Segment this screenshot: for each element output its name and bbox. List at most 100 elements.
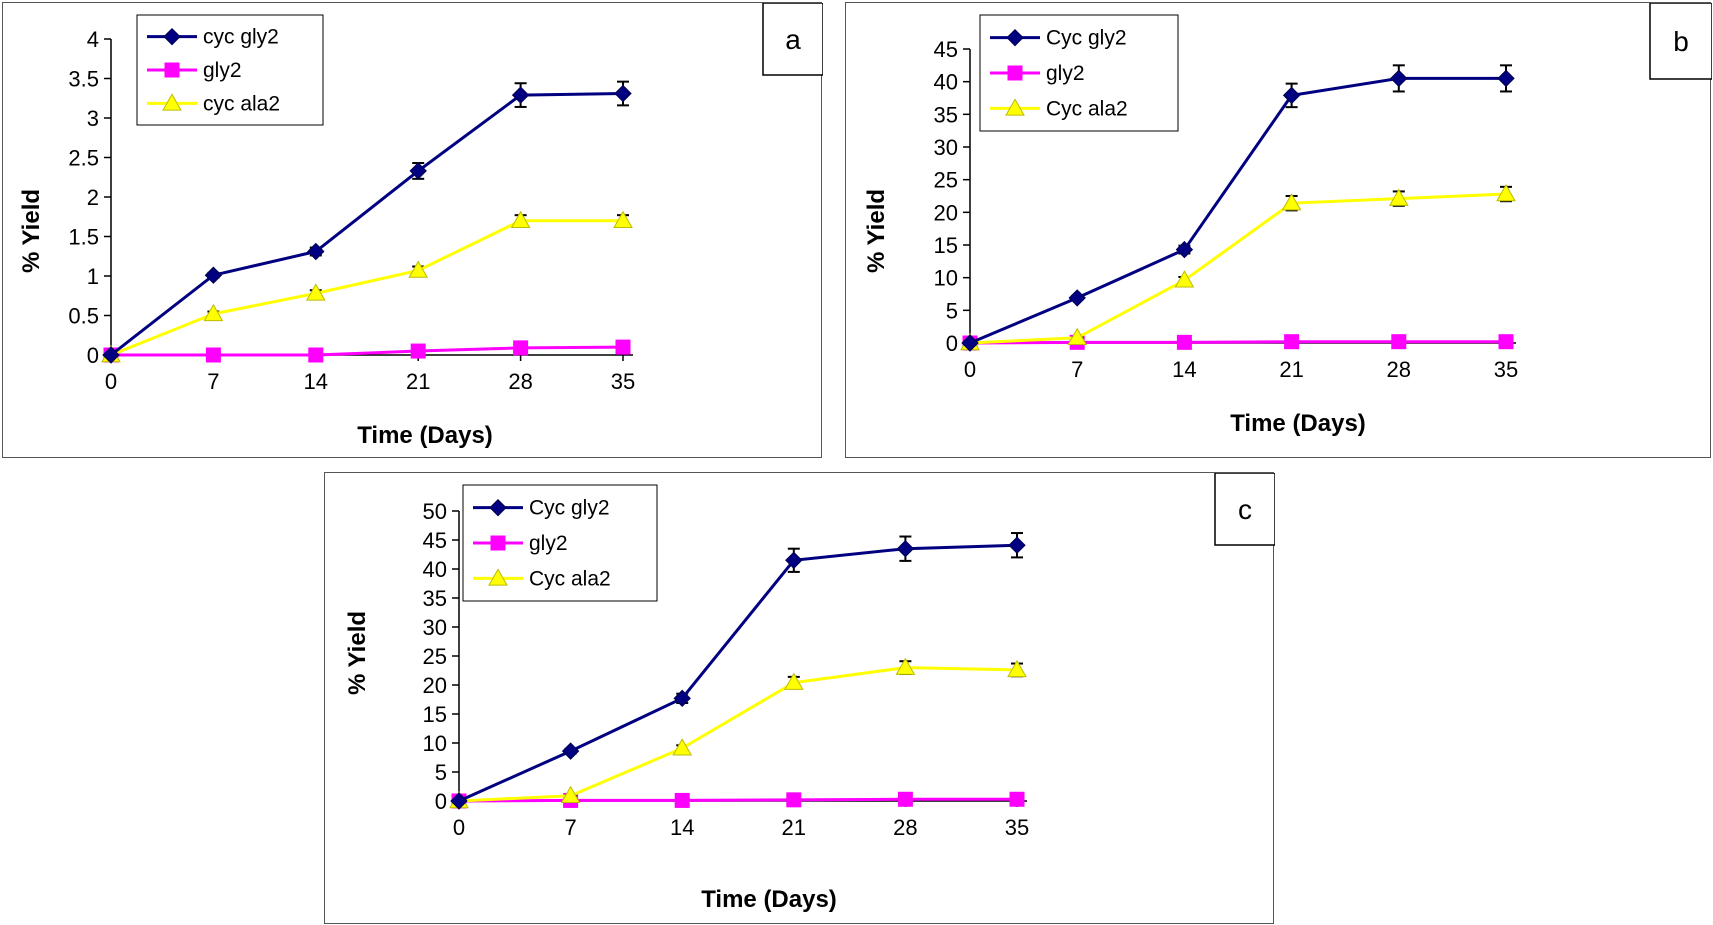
panel-letter-box	[1649, 3, 1712, 80]
data-point	[1497, 69, 1515, 88]
data-point	[510, 210, 531, 228]
legend-item: Cyc ala2	[473, 567, 611, 590]
legend-label: Cyc ala2	[1046, 97, 1128, 120]
y-tick-label: 40	[934, 70, 958, 95]
x-tick-label: 14	[670, 815, 694, 840]
legend-marker	[1005, 98, 1025, 116]
legend-marker	[163, 27, 181, 46]
data-point	[672, 738, 693, 756]
plot-area-c: 0 5 10 15 20 25 30 35 40 45 50 0 7 14 21 28 35 Time (Days…	[344, 499, 1029, 913]
data-point	[1390, 69, 1408, 88]
y-tick-label: 2	[87, 185, 99, 210]
y-tick-label: 0.5	[68, 304, 99, 329]
x-tick-label: 28	[1387, 357, 1411, 382]
data-point	[1008, 536, 1026, 554]
y-tick-label: 5	[946, 298, 958, 323]
series-line	[110, 92, 624, 357]
x-axis-title: Time (Days)	[1230, 410, 1366, 437]
legend-label: gly2	[529, 532, 568, 555]
x-axis-title: Time (Days)	[701, 886, 837, 913]
y-tick-label: 25	[934, 168, 958, 193]
legend-marker	[1006, 28, 1024, 47]
chart-panel-c: 0 5 10 15 20 25 30 35 40 45 50 0 7 14 21 28 35 Time (Days…	[324, 472, 1275, 924]
y-tick-label: 35	[934, 102, 958, 127]
data-point	[308, 347, 324, 363]
y-tick-label: 20	[934, 200, 958, 225]
x-tick-label: 28	[508, 369, 532, 394]
y-tick-label: 4	[87, 27, 99, 52]
panel-letter-box	[762, 3, 823, 76]
x-tick-label: 21	[406, 369, 430, 394]
data-point	[307, 242, 325, 261]
series-line	[458, 797, 1017, 803]
data-point	[1498, 334, 1514, 350]
y-axis-title: % Yield	[18, 189, 45, 273]
data-point	[1176, 334, 1192, 350]
data-point	[1388, 188, 1409, 206]
legend-item: Cyc gly2	[473, 497, 610, 520]
x-tick-label: 7	[207, 369, 219, 394]
data-point	[1391, 334, 1407, 350]
data-point	[615, 339, 631, 355]
data-point	[1009, 791, 1025, 807]
legend-marker	[1007, 65, 1023, 81]
x-tick-label: 7	[564, 815, 576, 840]
chart-svg-c: 0 5 10 15 20 25 30 35 40 45 50 0 7 14 21 28 35 Time (Days…	[344, 473, 1275, 913]
y-tick-label: 0	[946, 331, 958, 356]
y-tick-label: 45	[423, 528, 447, 553]
y-tick-label: 1.5	[68, 225, 99, 250]
legend: Cyc gly2 gly2 Cyc ala2	[979, 14, 1179, 132]
data-point	[450, 792, 468, 810]
data-point	[673, 689, 691, 708]
y-tick-label: 0	[87, 343, 99, 368]
legend: cyc gly2 gly2 cyc ala2	[136, 14, 324, 126]
data-point	[409, 162, 427, 180]
legend-item: Cyc gly2	[990, 27, 1127, 50]
legend-item: cyc ala2	[147, 92, 280, 115]
data-point	[1284, 334, 1300, 350]
series-line	[969, 192, 1507, 345]
x-tick-label: 14	[304, 369, 328, 394]
legend: Cyc gly2 gly2 Cyc ala2	[462, 484, 658, 602]
data-point	[1175, 240, 1194, 259]
data-point	[410, 343, 426, 359]
data-point	[786, 792, 802, 808]
y-tick-label: 10	[934, 266, 958, 291]
y-tick-label: 25	[423, 644, 447, 669]
y-tick-label: 1	[87, 264, 99, 289]
y-tick-label: 50	[423, 499, 447, 524]
data-point	[1496, 184, 1516, 202]
legend-item: Cyc ala2	[990, 97, 1128, 120]
x-tick-label: 0	[964, 357, 976, 382]
data-point	[102, 346, 120, 364]
series-line	[969, 76, 1506, 345]
data-point	[783, 672, 804, 690]
x-tick-label: 21	[782, 815, 806, 840]
series-line	[458, 543, 1018, 803]
data-point	[1174, 270, 1195, 288]
panel-letter: b	[1673, 26, 1689, 57]
y-axis-title: % Yield	[344, 611, 371, 695]
legend-item: gly2	[473, 532, 568, 555]
y-tick-label: 30	[423, 615, 447, 640]
data-point	[1068, 289, 1086, 307]
legend-label: Cyc gly2	[529, 497, 610, 520]
data-point	[895, 657, 916, 675]
y-tick-label: 45	[934, 37, 958, 62]
data-point	[1281, 193, 1302, 211]
legend-item: cyc gly2	[147, 26, 279, 49]
y-tick-label: 40	[423, 557, 447, 582]
legend-label: cyc gly2	[203, 26, 279, 49]
legend-marker	[164, 62, 180, 78]
panel-letter-box	[1214, 473, 1275, 546]
data-point	[1007, 659, 1027, 678]
panel-letter: a	[785, 24, 801, 55]
legend-item: gly2	[990, 62, 1085, 85]
x-tick-label: 14	[1172, 357, 1196, 382]
data-point	[513, 340, 529, 356]
legend-marker	[488, 568, 508, 586]
data-point	[205, 347, 221, 363]
x-axis-title: Time (Days)	[357, 422, 493, 449]
chart-svg-b: 0 5 10 15 20 25 30 35 40 45 0 7 14 21 28 35 Time (Days)%…	[863, 3, 1712, 437]
x-tick-label: 0	[105, 369, 117, 394]
